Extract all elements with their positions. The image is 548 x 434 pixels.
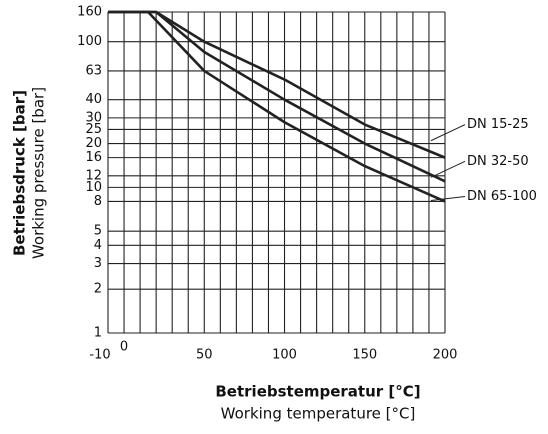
x-tick-label: 100 [272, 348, 297, 363]
y-tick-label: 40 [85, 92, 102, 107]
x-tick-label: 200 [433, 348, 458, 363]
y-tick-label: 3 [94, 256, 102, 271]
y-tick-label: 8 [94, 194, 102, 209]
x-tick-label: 50 [196, 348, 213, 363]
x-axis-label-en: Working temperature [°C] [221, 405, 416, 423]
leader-line [430, 124, 466, 142]
line [108, 10, 446, 159]
line [108, 10, 446, 203]
y-tick-label: 160 [77, 5, 102, 20]
y-tick-label: 100 [77, 34, 102, 49]
y-tick-label: 4 [94, 238, 102, 253]
x-tick-label: 0 [120, 340, 128, 355]
y-tick-label: 20 [85, 136, 102, 151]
y-tick-label: 12 [85, 168, 102, 183]
y-tick-label: 63 [85, 63, 102, 78]
x-axis-label: Betriebstemperatur [°C] [215, 383, 420, 401]
y-tick-label: 16 [85, 150, 102, 165]
y-axis-label-en: Working pressure [bar] [30, 87, 48, 259]
y-axis-label: Betriebsdruck [bar] [11, 90, 29, 256]
x-tick-label: -10 [89, 348, 110, 363]
y-tick-label: 30 [85, 110, 102, 125]
x-tick-label: 150 [352, 348, 377, 363]
y-tick-label: 5 [94, 224, 102, 239]
legend-label: DN 65-100 [467, 189, 537, 204]
y-tick-label: 25 [85, 122, 102, 137]
y-tick-label: 1 [94, 326, 102, 341]
leader-line [430, 195, 466, 201]
y-tick-label: 10 [85, 180, 102, 195]
leader-line [430, 160, 466, 178]
y-tick-label: 2 [94, 282, 102, 297]
legend-label: DN 32-50 [467, 154, 529, 169]
line [108, 10, 446, 183]
legend-label: DN 15-25 [467, 117, 529, 132]
